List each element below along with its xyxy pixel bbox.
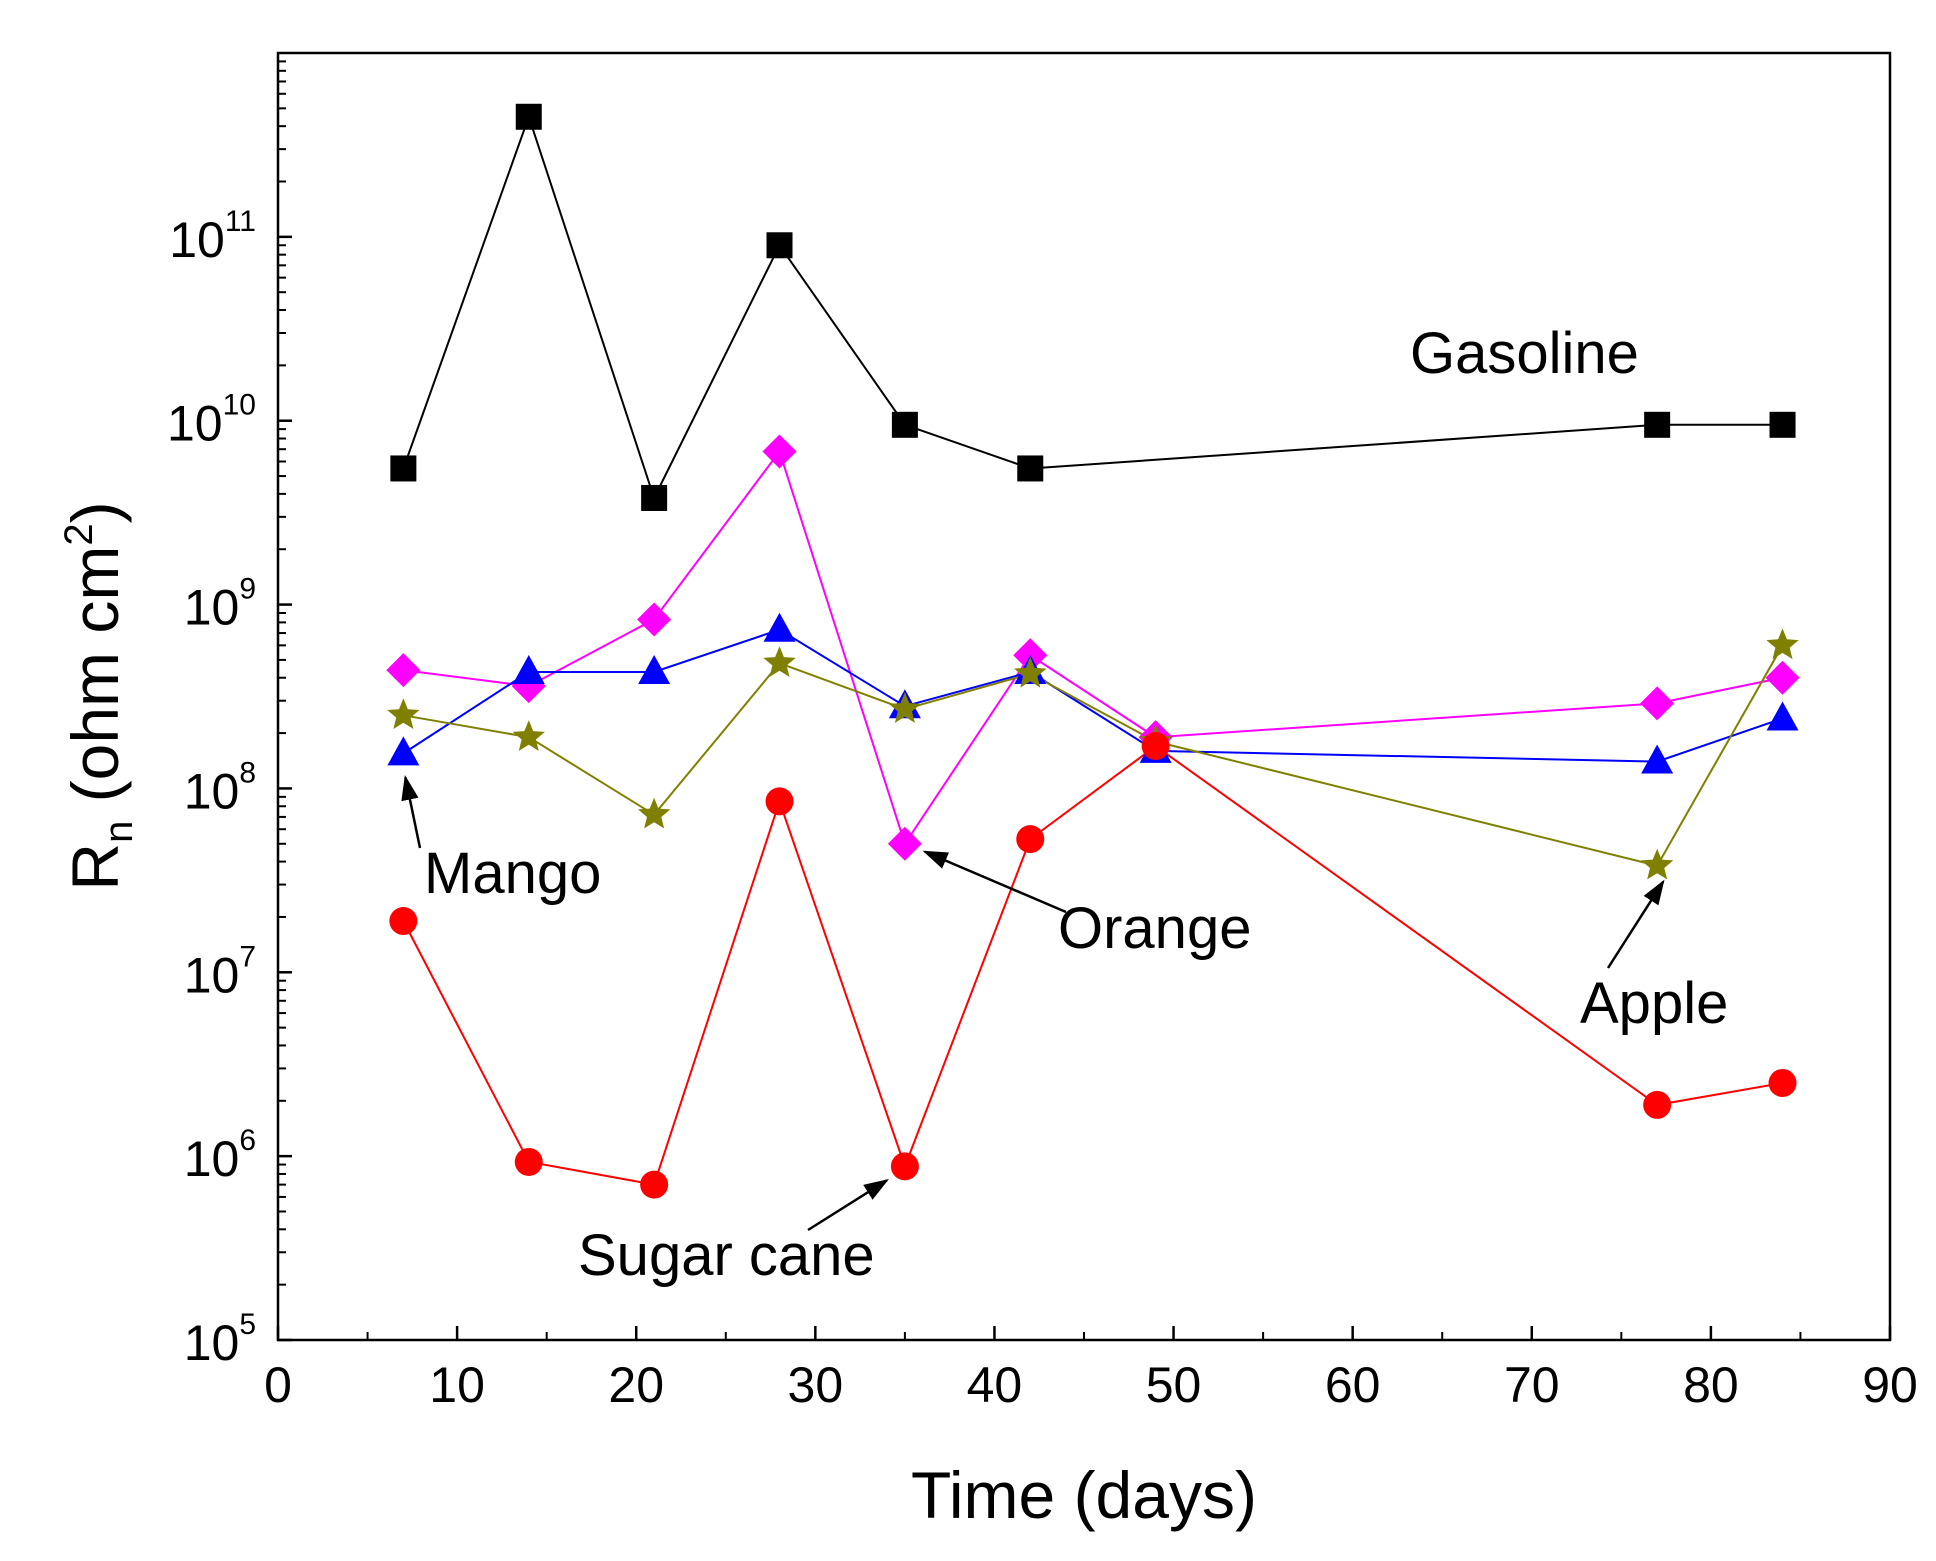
arrow-sugar-cane (807, 1179, 890, 1232)
annotation-orange: Orange (1058, 896, 1251, 961)
data-point-sugar-cane (765, 787, 794, 816)
y-tick-label: 107 (184, 940, 256, 1003)
data-point-gasoline (641, 484, 668, 511)
x-tick-label: 40 (967, 1357, 1023, 1413)
data-point-orange (1765, 660, 1800, 695)
arrow-mango (401, 774, 422, 849)
x-tick-label: 60 (1325, 1357, 1381, 1413)
y-tick-label: 106 (184, 1124, 256, 1187)
data-point-orange (637, 602, 672, 637)
data-point-gasoline (1769, 411, 1796, 438)
y-axis-title-unit-close: ) (58, 501, 132, 523)
y-tick-label: 105 (184, 1308, 256, 1371)
data-point-apple (1766, 628, 1799, 660)
data-point-sugar-cane (1016, 825, 1045, 854)
data-point-orange (887, 826, 922, 861)
data-point-apple (387, 698, 420, 729)
y-tick-label: 1011 (169, 205, 256, 268)
series-markers (386, 103, 1800, 1199)
y-axis-title-unit: (ohm cm (58, 546, 132, 821)
data-point-gasoline (1017, 455, 1044, 482)
data-point-sugar-cane (1768, 1068, 1797, 1097)
data-point-mango (512, 654, 545, 684)
y-tick-label: 1010 (167, 389, 256, 452)
annotation-apple: Apple (1580, 971, 1728, 1036)
data-point-mango (1766, 701, 1799, 731)
x-tick-label: 70 (1504, 1357, 1560, 1413)
data-point-mango (763, 612, 796, 642)
plot-area (278, 53, 1890, 1340)
y-tick-labels: 105 106 107 108 109 1010 1011 (167, 205, 256, 1371)
arrow-orange (922, 850, 1067, 914)
arrow-apple (1606, 879, 1665, 969)
data-point-apple (888, 692, 922, 723)
annotation-sugar-cane: Sugar cane (578, 1223, 875, 1288)
data-point-mango (638, 654, 671, 684)
svg-text:Rn (ohm cm2): Rn (ohm cm2) (57, 501, 141, 890)
data-point-orange (386, 653, 421, 688)
y-axis-title-sub: n (97, 821, 141, 843)
y-axis-title-main: R (58, 843, 132, 891)
data-point-orange (1640, 686, 1675, 721)
y-tick-label: 108 (184, 756, 256, 819)
y-tick-label: 109 (184, 573, 256, 636)
data-point-gasoline (515, 103, 542, 130)
data-point-apple (763, 646, 796, 677)
data-point-sugar-cane (514, 1147, 543, 1176)
annotation-gasoline: Gasoline (1410, 321, 1639, 386)
y-axis-title: Rn (ohm cm2) (57, 501, 141, 890)
data-point-apple (512, 720, 545, 751)
y-axis-title-unit-sup: 2 (57, 523, 101, 545)
data-point-sugar-cane (890, 1152, 919, 1181)
data-point-sugar-cane (389, 907, 418, 936)
x-tick-label: 0 (264, 1357, 292, 1413)
annotation-arrows (401, 774, 1665, 1232)
data-point-apple (638, 797, 671, 829)
plot-frame (276, 51, 1892, 1342)
data-point-apple (1014, 656, 1047, 688)
series-line-gasoline (402, 113, 1783, 501)
data-point-mango (387, 736, 420, 766)
x-tick-label: 10 (429, 1357, 485, 1413)
data-point-orange (762, 434, 797, 469)
x-tick-label: 90 (1862, 1357, 1918, 1413)
data-point-gasoline (390, 455, 417, 482)
data-point-sugar-cane (1141, 732, 1170, 761)
data-point-sugar-cane (1643, 1090, 1672, 1119)
data-point-apple (1641, 848, 1674, 880)
annotation-mango: Mango (424, 841, 601, 906)
x-tick-label: 20 (608, 1357, 664, 1413)
data-point-gasoline (891, 411, 918, 438)
data-point-gasoline (766, 232, 793, 259)
x-tick-label: 30 (788, 1357, 844, 1413)
x-tick-labels: 0 10 20 30 40 50 60 70 80 90 (264, 1357, 1918, 1413)
data-point-gasoline (1644, 411, 1671, 438)
x-axis-title: Time (days) (911, 1458, 1257, 1532)
x-tick-label: 50 (1146, 1357, 1202, 1413)
x-tick-label: 80 (1683, 1357, 1739, 1413)
data-point-sugar-cane (640, 1170, 669, 1199)
data-point-mango (1641, 744, 1674, 774)
